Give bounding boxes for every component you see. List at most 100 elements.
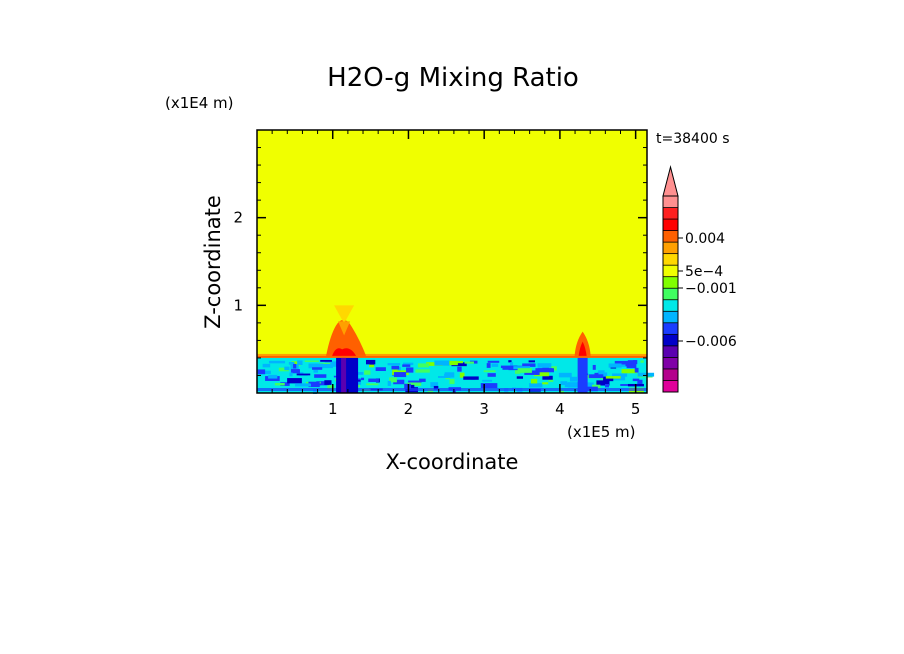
plot-frame xyxy=(256,129,648,394)
field-cell xyxy=(559,389,564,394)
field-cell xyxy=(293,363,297,369)
colorbar-segment xyxy=(663,242,678,254)
field-cell xyxy=(530,378,538,384)
colorbar-segment xyxy=(663,207,678,220)
field-cell xyxy=(308,381,320,388)
surface-layer xyxy=(257,388,647,391)
field-cell xyxy=(391,365,400,370)
field-cell xyxy=(603,376,614,382)
field-cell xyxy=(268,374,278,379)
field-cell xyxy=(304,360,319,362)
field-cell xyxy=(314,374,327,378)
field-cell xyxy=(438,376,451,378)
field-cell xyxy=(464,361,474,364)
field-cell xyxy=(594,372,599,375)
field-cell xyxy=(287,378,302,384)
field-cell xyxy=(393,379,405,385)
x-axis-label: X-coordinate xyxy=(386,450,519,474)
x-tick-label: 3 xyxy=(479,400,489,418)
field-cell xyxy=(560,381,568,386)
field-cell xyxy=(487,360,500,363)
colorbar-segment xyxy=(663,311,678,324)
field-cell xyxy=(480,383,498,389)
field-cell xyxy=(632,378,640,382)
field-cell xyxy=(517,368,532,373)
field-cell xyxy=(295,383,311,387)
field-cell xyxy=(618,364,626,367)
field-cell xyxy=(444,372,455,378)
x-tick-label: 2 xyxy=(404,400,414,418)
x-ticks: 1 2 3 4 5 xyxy=(271,130,641,418)
field-cell xyxy=(274,382,285,386)
field-cell xyxy=(596,380,610,386)
field-cell xyxy=(387,380,391,386)
y-ticks: 12 xyxy=(233,147,647,376)
field-cell xyxy=(324,380,332,385)
colorbar-segment xyxy=(663,265,678,278)
x-tick-label: 1 xyxy=(328,400,338,418)
boundary-layer-edge-inner xyxy=(257,355,647,358)
field-cell xyxy=(364,370,371,375)
field-cell xyxy=(621,369,637,374)
field-cell xyxy=(454,360,463,364)
field-cell xyxy=(419,378,426,382)
plume-column xyxy=(336,357,359,393)
field-cell xyxy=(537,363,552,368)
field-cell xyxy=(569,376,578,382)
field-cell xyxy=(516,376,524,379)
field-cell xyxy=(451,362,467,367)
field-cell xyxy=(318,363,333,369)
field-cell xyxy=(430,382,439,388)
field-cell xyxy=(637,372,655,377)
field-cell xyxy=(284,366,290,371)
plume-column-core xyxy=(341,357,347,393)
field-cell xyxy=(487,373,496,377)
field-cell xyxy=(434,360,450,366)
field-cell xyxy=(402,362,414,366)
field-cell xyxy=(508,360,512,363)
y-scale-label: (x1E4 m) xyxy=(165,94,234,112)
field-cell xyxy=(620,384,630,386)
field-cell xyxy=(446,360,458,366)
field-cell xyxy=(280,382,290,386)
field-cell xyxy=(509,362,514,366)
field-cell xyxy=(535,368,553,372)
field-cell xyxy=(637,379,643,384)
field-cell xyxy=(445,376,450,380)
field-cell xyxy=(308,363,324,369)
field-cell xyxy=(486,363,491,368)
colorbar-segment xyxy=(663,230,678,243)
colorbar-label: 5e−4 xyxy=(685,264,723,280)
y-tick-label: 1 xyxy=(233,296,243,314)
colorbar-segment xyxy=(663,253,678,266)
field-cell xyxy=(627,360,637,364)
field-cell xyxy=(290,369,300,374)
field-cell xyxy=(375,367,386,372)
field-cell xyxy=(605,376,621,379)
field-cell xyxy=(320,359,332,362)
field-cell xyxy=(406,367,414,373)
colorbar-segment xyxy=(663,322,678,335)
field-cell xyxy=(312,389,318,394)
plume-1 xyxy=(326,305,367,393)
plot-area xyxy=(256,129,655,394)
field-cell xyxy=(268,360,286,364)
field-cell xyxy=(366,383,379,386)
field-cell xyxy=(529,383,543,388)
field-cell xyxy=(296,373,311,376)
field-cell xyxy=(433,385,439,390)
field-cell xyxy=(457,366,462,372)
field-cell xyxy=(513,366,531,370)
field-cell xyxy=(259,370,271,375)
field-cell xyxy=(291,361,301,366)
plume-core xyxy=(332,348,357,356)
x-tick-label: 5 xyxy=(631,400,641,418)
field-cell xyxy=(361,377,365,381)
field-cell xyxy=(407,382,422,387)
field-cell xyxy=(500,365,518,369)
field-cell xyxy=(402,364,411,367)
field-cell xyxy=(389,377,397,383)
plume-column xyxy=(577,357,588,393)
field-cell xyxy=(417,363,430,368)
time-label: t=38400 s xyxy=(656,131,730,147)
